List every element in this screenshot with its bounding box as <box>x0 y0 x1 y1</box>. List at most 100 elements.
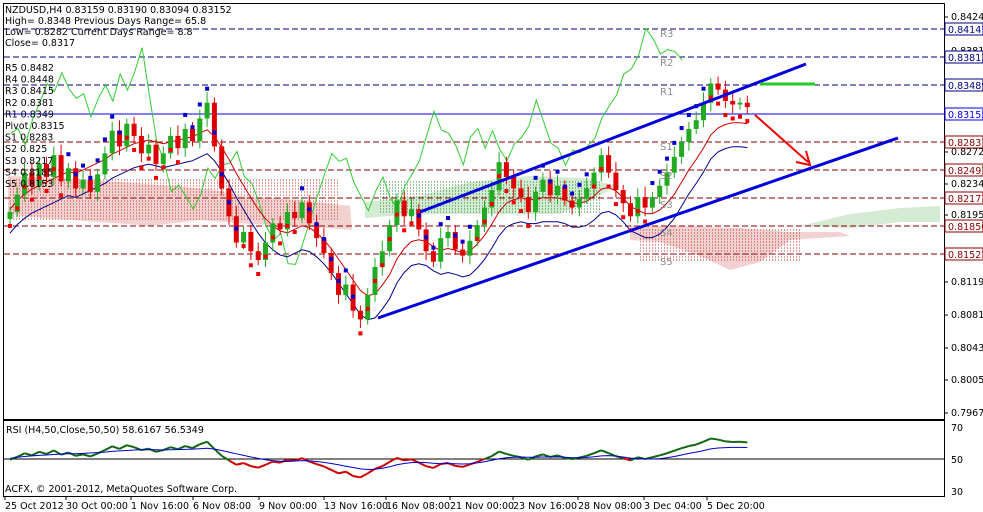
rsi-axis-label: 50 <box>951 455 963 466</box>
copyright-text: ACFX, © 2001-2012, MetaQuotes Software C… <box>5 484 237 495</box>
sar-dot-red <box>8 223 12 228</box>
candle-up <box>14 194 20 212</box>
sar-dot-red <box>51 167 56 172</box>
lower-channel-line <box>377 136 899 320</box>
candle-up <box>343 284 349 295</box>
zone-label: S3 <box>660 200 673 211</box>
rsi-segment <box>703 437 712 443</box>
rsi-panel: RSI (H4,50,Close,50,50) 58.6167 56.5349 7… <box>4 423 963 498</box>
candle-up <box>409 209 414 217</box>
candle-down <box>606 155 612 173</box>
candle-up <box>657 185 663 198</box>
candle-down <box>460 249 466 256</box>
candle-down <box>423 229 429 252</box>
info-line: Close= 0.8317 <box>5 38 75 49</box>
rsi-axis-label: 30 <box>951 487 963 498</box>
sar-dot-blue <box>570 191 575 196</box>
pivot-label: R5 0.8482 <box>5 63 54 74</box>
price-tag-text: 0.84147 <box>948 25 983 36</box>
sar-dot-blue <box>453 233 458 238</box>
rsi-segment <box>688 443 697 448</box>
zone-label: R1 <box>660 87 673 98</box>
candle-down <box>730 100 736 105</box>
rsi-segment <box>381 461 391 468</box>
candle-down <box>321 238 327 253</box>
overlay-text: NZDUSD,H4 0.83159 0.83190 0.83094 0.8315… <box>5 5 673 268</box>
candle-down <box>401 200 407 217</box>
candle-up <box>635 197 641 217</box>
pivot-label: R1 0.8349 <box>5 109 54 120</box>
sar-dot-blue <box>81 163 85 168</box>
candle-up <box>533 191 539 212</box>
rsi-segment <box>455 464 463 468</box>
candle-up <box>7 211 13 219</box>
rsi-segment <box>16 452 26 458</box>
rsi-segment <box>243 462 252 468</box>
candle-up <box>109 130 115 154</box>
rsi-segment <box>31 450 40 457</box>
candle-up <box>197 118 203 142</box>
rsi-segment <box>184 445 193 450</box>
candle-down <box>613 172 619 191</box>
rsi-segment <box>272 460 281 464</box>
rsi-segment <box>520 456 529 461</box>
candle-up <box>160 153 166 164</box>
sar-dot-red <box>139 165 144 170</box>
sar-dot-blue <box>321 237 326 241</box>
pivot-label: Pivot 0.8315 <box>5 121 65 132</box>
rsi-segment <box>206 441 216 450</box>
info-line: Low= 0.8282 Current Days Range= 8.8 <box>5 27 193 38</box>
candle-down <box>336 273 341 295</box>
candle-down <box>175 135 181 149</box>
candle-down <box>292 211 298 219</box>
time-axis: 25 Oct 2012 30 Oct 00:00 1 Nov 16:00 6 Nov … <box>4 496 765 512</box>
price-tag-box <box>944 78 983 92</box>
sar-dot-red <box>409 221 414 226</box>
rsi-segment <box>111 445 120 450</box>
info-line: High= 0.8348 Previous Days Range= 65.8 <box>5 16 206 27</box>
rsi-segment <box>593 449 602 455</box>
sar-dot-blue <box>701 86 706 91</box>
rsi-segment <box>710 437 719 441</box>
sar-dot-blue <box>234 226 239 231</box>
zone-label: S2 <box>660 171 673 182</box>
candle-down <box>547 179 553 196</box>
rsi-segment <box>739 440 748 444</box>
price-tag-box <box>944 219 983 233</box>
candle-down <box>117 130 122 147</box>
candle-up <box>576 198 582 208</box>
sar-dot-blue <box>66 152 71 157</box>
candle-down <box>744 102 750 108</box>
candle-up <box>36 163 42 186</box>
rsi-segment <box>586 452 595 457</box>
rsi-segment <box>308 460 317 465</box>
candle-up <box>679 142 685 157</box>
sar-dot-red <box>292 230 297 235</box>
red-arrow-shaft <box>754 114 809 163</box>
candle-up <box>467 240 473 256</box>
sar-dot-blue <box>467 224 472 229</box>
pivot-label: S1 0.8283 <box>5 133 53 144</box>
rsi-segment <box>506 452 514 457</box>
candle-down <box>248 232 254 252</box>
rsi-segment <box>622 457 631 462</box>
price-tag-text: 0.81527 <box>948 250 983 261</box>
candle-down <box>255 251 261 260</box>
rsi-segment <box>673 447 682 452</box>
candle-up <box>708 83 714 103</box>
time-axis-label: 16 Nov 08:00 <box>386 501 450 512</box>
sar-dot-blue <box>307 207 312 212</box>
candle-down <box>452 232 458 250</box>
rsi-segment <box>221 454 230 462</box>
rsi-segment <box>213 448 223 457</box>
sar-dot-blue <box>88 175 93 180</box>
candle-down <box>642 197 648 208</box>
rsi-segment <box>82 453 91 458</box>
rsi-segment <box>389 456 398 463</box>
price-tag-text: 0.82173 <box>948 194 983 205</box>
rsi-segment <box>652 454 660 459</box>
rsi-segment <box>695 440 704 446</box>
candle-up <box>204 102 210 119</box>
